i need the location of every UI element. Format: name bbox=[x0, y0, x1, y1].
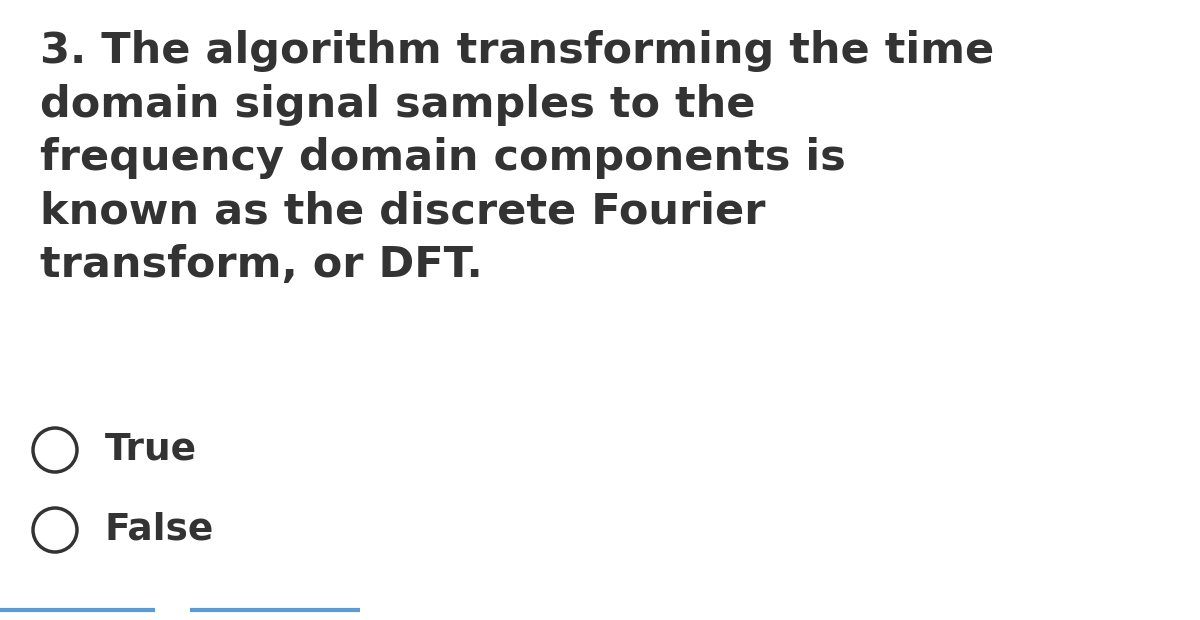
Text: False: False bbox=[106, 512, 215, 548]
Text: True: True bbox=[106, 432, 197, 468]
Text: 3. The algorithm transforming the time
domain signal samples to the
frequency do: 3. The algorithm transforming the time d… bbox=[40, 30, 995, 286]
